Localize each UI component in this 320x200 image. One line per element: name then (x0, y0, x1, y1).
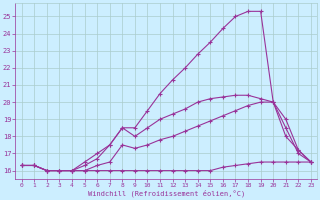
X-axis label: Windchill (Refroidissement éolien,°C): Windchill (Refroidissement éolien,°C) (88, 190, 245, 197)
